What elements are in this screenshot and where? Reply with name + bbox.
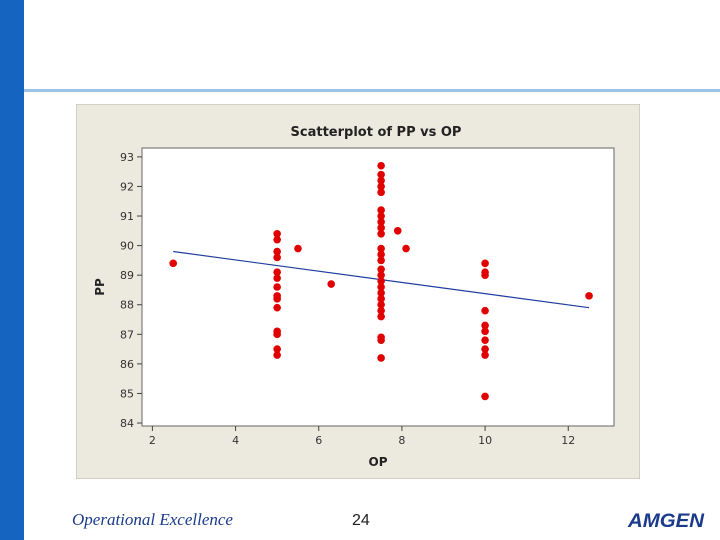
data-point xyxy=(481,327,489,336)
chart-title: Scatterplot of PP vs OP xyxy=(291,125,462,140)
data-point xyxy=(294,244,302,253)
data-point xyxy=(481,351,489,359)
x-tick-label: 10 xyxy=(478,434,492,447)
data-point xyxy=(377,161,385,170)
data-point xyxy=(393,227,402,235)
header-rule xyxy=(24,89,720,92)
data-point xyxy=(377,256,385,265)
data-point xyxy=(377,176,385,185)
data-point xyxy=(377,283,385,291)
y-tick-label: 84 xyxy=(120,417,134,430)
data-point xyxy=(273,274,281,282)
data-point xyxy=(377,250,385,259)
data-point xyxy=(273,283,281,291)
data-point xyxy=(481,345,489,353)
data-point xyxy=(481,259,489,268)
footer-title: Operational Excellence xyxy=(72,510,233,529)
data-point xyxy=(377,170,385,179)
data-point xyxy=(402,244,410,253)
data-point xyxy=(273,330,281,339)
data-point xyxy=(377,271,385,279)
data-point xyxy=(377,244,385,253)
data-point xyxy=(273,345,281,353)
data-point xyxy=(273,295,281,303)
data-point xyxy=(377,295,385,303)
data-point xyxy=(377,336,385,345)
data-point xyxy=(377,306,385,315)
data-point xyxy=(377,300,385,309)
data-point xyxy=(273,229,281,238)
data-point xyxy=(377,212,385,220)
data-point xyxy=(273,303,281,312)
data-point xyxy=(377,206,385,214)
data-point xyxy=(377,188,385,197)
data-point xyxy=(273,253,281,262)
y-axis-label: PP xyxy=(93,278,107,296)
data-points xyxy=(169,161,593,401)
axes: 2 4 6 8 10 12 84 85 86 87 88 89 90 91 92 93 xyxy=(120,151,575,447)
x-tick-label: 4 xyxy=(232,434,239,447)
data-point xyxy=(169,259,177,268)
data-point xyxy=(377,265,385,274)
data-point xyxy=(481,321,489,330)
x-tick-label: 12 xyxy=(561,434,575,447)
amgen-logo: AMGEN xyxy=(627,511,705,531)
y-tick-label: 93 xyxy=(120,151,134,164)
left-accent-bar xyxy=(0,0,24,540)
x-tick-label: 2 xyxy=(149,434,156,447)
y-tick-label: 87 xyxy=(120,328,134,341)
data-point xyxy=(377,229,385,238)
data-point xyxy=(481,392,489,401)
logo-text: AMGEN xyxy=(627,511,705,531)
data-point xyxy=(327,280,336,288)
y-tick-label: 90 xyxy=(120,240,134,253)
page-number: 24 xyxy=(352,512,370,529)
data-point xyxy=(377,277,385,285)
data-point xyxy=(481,271,489,279)
data-point xyxy=(377,224,385,232)
data-point xyxy=(377,218,385,226)
data-point xyxy=(377,289,385,297)
data-point xyxy=(377,312,385,321)
data-point xyxy=(273,235,281,244)
data-point xyxy=(377,182,385,191)
data-point xyxy=(585,292,593,300)
x-axis-label: OP xyxy=(369,455,388,469)
data-point xyxy=(377,354,385,362)
data-point xyxy=(273,268,281,277)
y-tick-label: 86 xyxy=(120,358,134,371)
y-tick-label: 89 xyxy=(120,269,134,282)
y-tick-label: 85 xyxy=(120,387,134,400)
x-tick-label: 8 xyxy=(398,434,405,447)
data-point xyxy=(481,306,489,315)
scatter-chart: Scatterplot of PP vs OP 2 4 6 8 10 12 84 85 86 87… xyxy=(76,104,640,479)
y-tick-label: 88 xyxy=(120,299,134,312)
y-tick-label: 91 xyxy=(120,210,134,223)
x-tick-label: 6 xyxy=(315,434,322,447)
data-point xyxy=(273,247,281,256)
y-tick-label: 92 xyxy=(120,180,134,193)
data-point xyxy=(273,351,281,359)
data-point xyxy=(481,336,489,345)
